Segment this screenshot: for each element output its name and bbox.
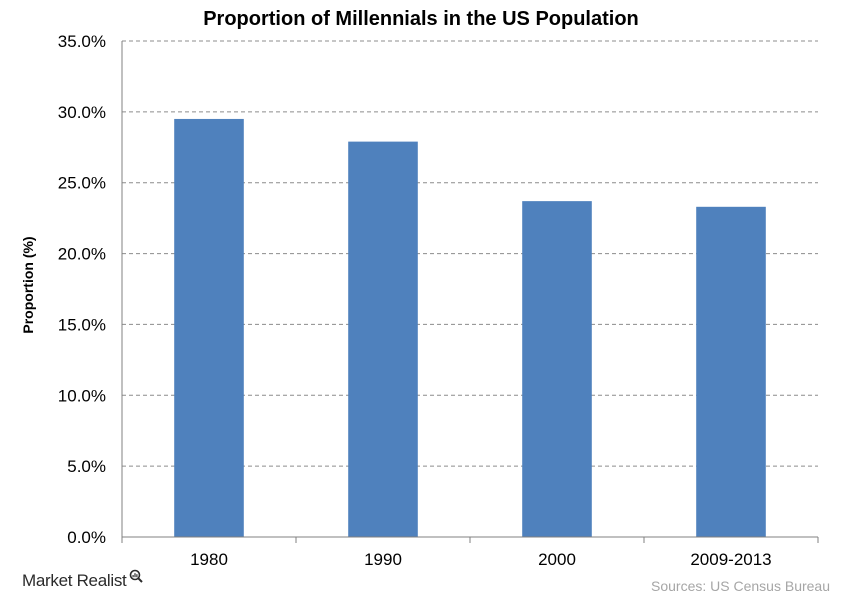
bar-1980 bbox=[174, 118, 244, 537]
bars bbox=[174, 118, 766, 538]
source-note: Sources: US Census Bureau bbox=[651, 578, 830, 594]
x-tick-label: 1980 bbox=[190, 550, 228, 569]
y-tick-label: 20.0% bbox=[58, 245, 106, 264]
y-tick-label: 0.0% bbox=[67, 528, 106, 547]
x-tick-label: 2000 bbox=[538, 550, 576, 569]
y-tick-label: 10.0% bbox=[58, 386, 106, 405]
brand-text: Market Realist bbox=[22, 571, 127, 590]
x-tick-label: 1990 bbox=[364, 550, 402, 569]
y-tick-label: 30.0% bbox=[58, 103, 106, 122]
y-tick-label: 5.0% bbox=[67, 457, 106, 476]
magnifier-icon bbox=[129, 569, 143, 583]
bar-2009-2013 bbox=[696, 206, 766, 537]
x-tick-label: 2009-2013 bbox=[690, 550, 771, 569]
y-tick-label: 25.0% bbox=[58, 174, 106, 193]
brand-logo: Market Realist bbox=[22, 571, 127, 591]
y-tick-labels: 0.0% 5.0% 10.0% 15.0% 20.0% 25.0% 30.0% 35.0% bbox=[58, 32, 106, 547]
bar-2000 bbox=[522, 201, 592, 537]
x-axis bbox=[121, 41, 819, 543]
y-tick-label: 35.0% bbox=[58, 32, 106, 51]
y-tick-label: 15.0% bbox=[58, 315, 106, 334]
x-tick-labels: 1980 1990 2000 2009-2013 bbox=[190, 550, 772, 569]
bar-1990 bbox=[348, 141, 418, 538]
chart-title: Proportion of Millennials in the US Popu… bbox=[203, 8, 639, 30]
